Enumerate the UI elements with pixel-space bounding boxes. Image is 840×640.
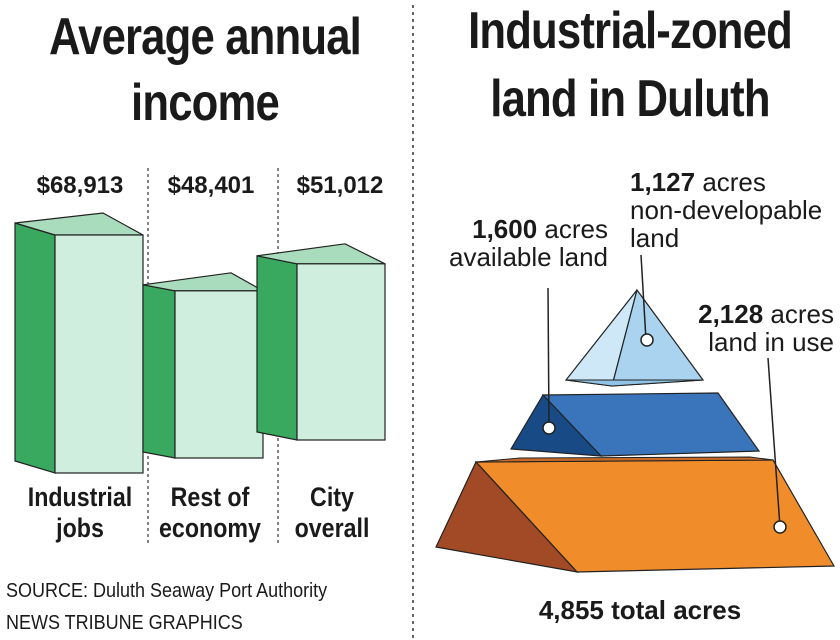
leader-in-use [767,357,781,528]
dot-in-use [773,520,787,534]
category-label-city: City overall [272,482,392,544]
category-industrial-line1: Industrial [27,482,133,512]
category-label-industrial: Industrial jobs [20,482,140,544]
income-chart-title: Average annual income [41,8,369,132]
value-label-rest: $48,401 [167,172,255,199]
total-acres-label: 4,855 total acres [538,595,742,625]
category-rest-line1: Rest of [170,482,250,512]
source-note: SOURCE: Duluth Seaway Port Authority [6,580,328,602]
category-city-line2: overall [294,513,370,543]
pyramid-bottom-top [475,456,774,463]
label-non-developable: 1,127 acres non-developable land [630,168,822,252]
income-title-line1: Average annual [49,8,362,66]
label-available: 1,600 acres available land [436,215,608,271]
non-developable-line1: 1,127 acres [630,167,766,197]
label-in-use: 2,128 acres land in use [662,300,834,356]
bar-top-rest-of-economy [142,272,266,292]
category-label-rest: Rest of economy [150,482,270,544]
leader-non-developable [640,254,647,341]
leader-available [547,287,550,429]
category-industrial-line2: jobs [56,513,104,543]
bar-rest-of-economy [174,290,264,459]
bar-industrial [54,234,144,474]
value-label-city: $51,012 [296,172,384,199]
income-title-line2: income [131,74,280,132]
pyramid-top-base [565,379,704,387]
non-developable-line3: land [630,223,680,253]
bar-side-city-overall [256,255,298,441]
in-use-line2: land in use [708,327,834,357]
category-city-line1: City [310,482,354,512]
bar-side-industrial [14,222,56,474]
dot-available [542,421,556,435]
available-line1: 1,600 acres [472,214,608,244]
credit-note: NEWS TRIBUNE GRAPHICS [6,612,243,634]
category-rest-line2: economy [159,513,261,543]
pyramid-bottom-left [435,460,579,573]
bar-side-rest-of-economy [142,284,176,459]
in-use-line1: 2,128 acres [698,299,834,329]
pyramid-middle-left [509,394,603,457]
non-developable-line2: non-developable [630,195,823,225]
dot-non-developable [640,333,654,347]
land-title-line2: land in Duluth [490,70,770,128]
land-title-line1: Industrial-zoned [468,2,793,60]
available-line2: available land [448,242,608,272]
value-label-industrial: $68,913 [36,172,124,199]
land-chart-title: Industrial-zoned land in Duluth [454,2,807,128]
bar-city-overall [296,263,386,441]
